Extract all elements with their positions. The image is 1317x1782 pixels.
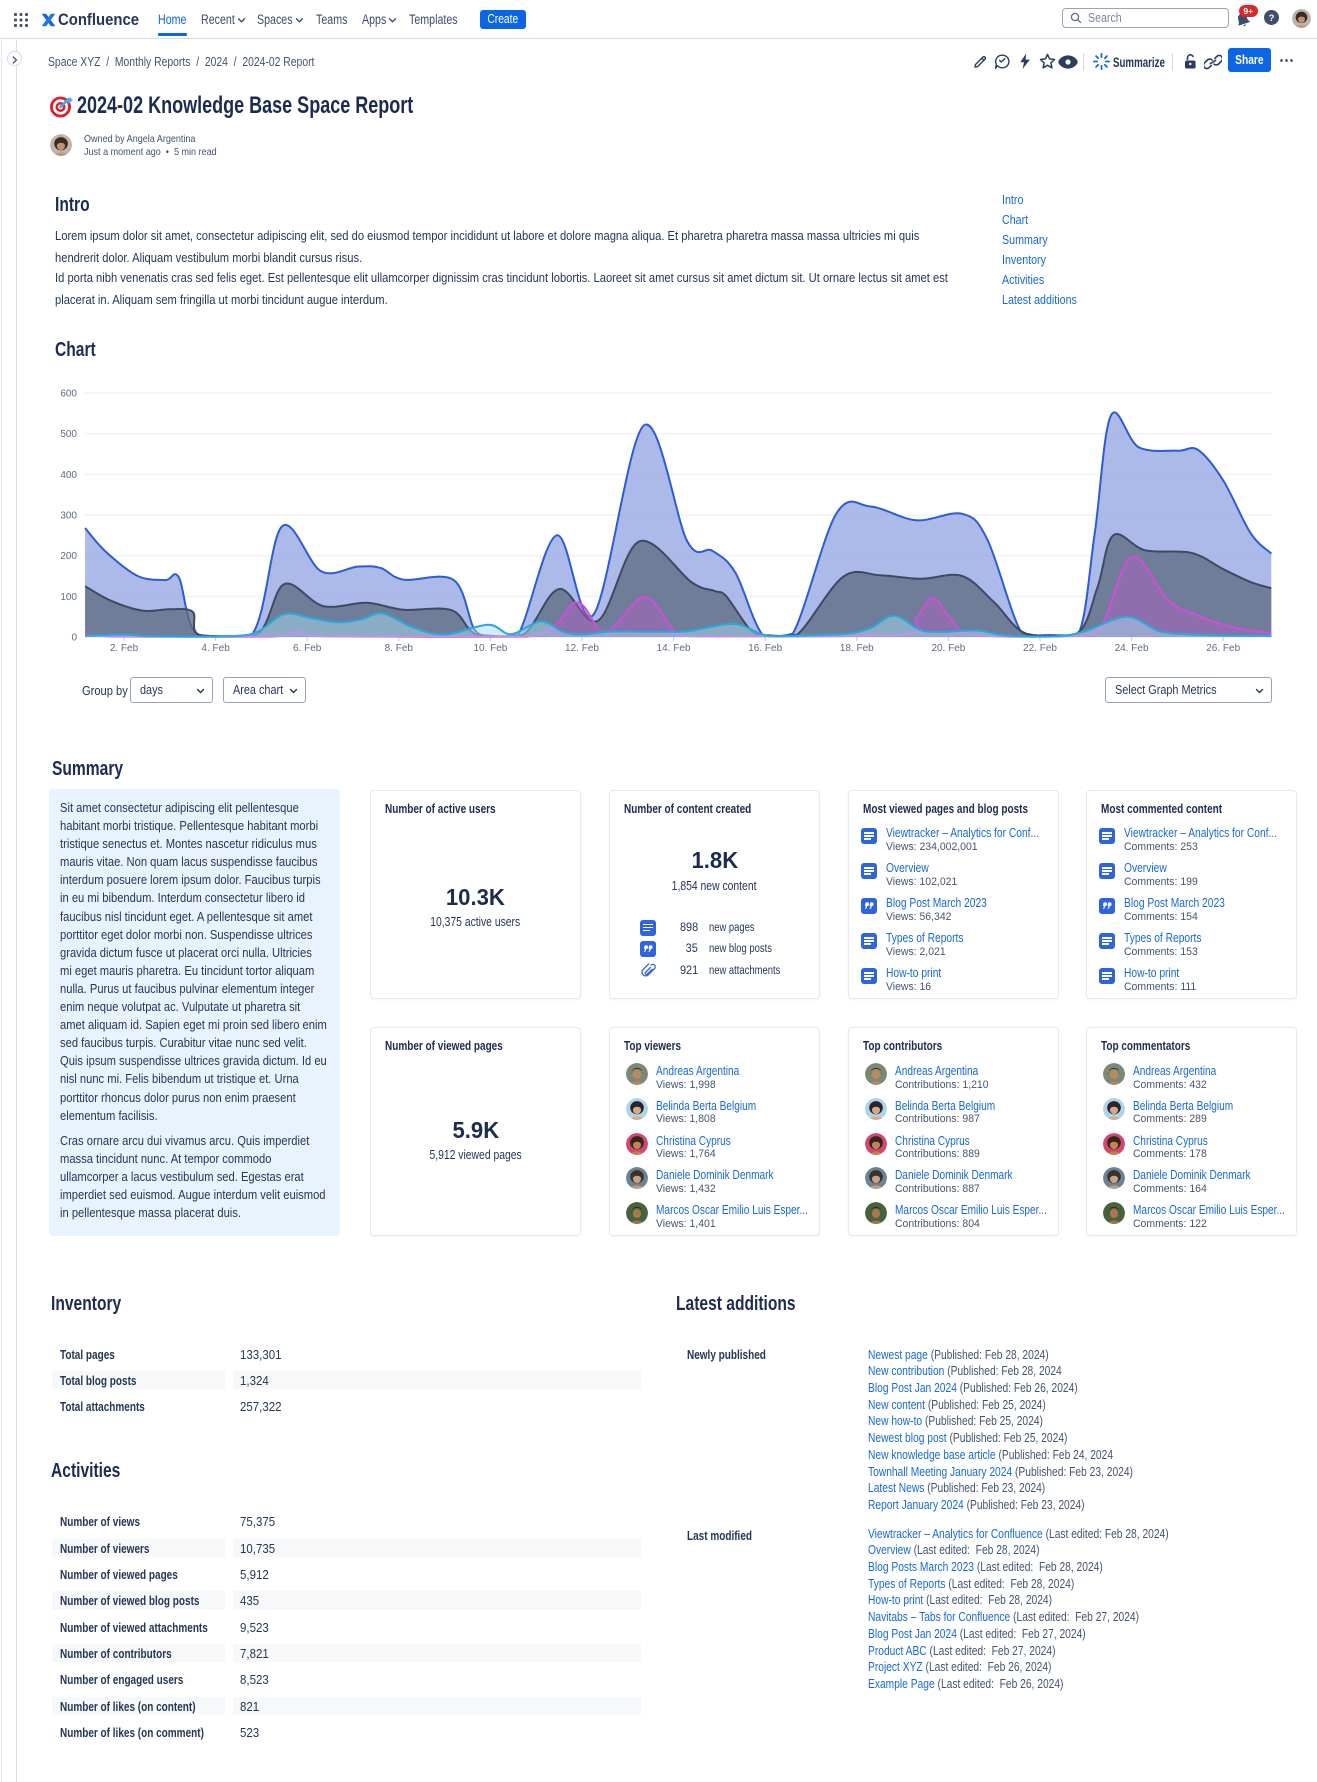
svg-text:4. Feb: 4. Feb [201, 643, 230, 654]
svg-text:400: 400 [60, 470, 77, 481]
svg-text:200: 200 [60, 551, 77, 562]
svg-text:0: 0 [71, 633, 77, 644]
svg-text:14. Feb: 14. Feb [657, 643, 691, 654]
svg-text:300: 300 [60, 511, 77, 522]
svg-text:10. Feb: 10. Feb [473, 643, 507, 654]
svg-text:100: 100 [60, 592, 77, 603]
svg-text:18. Feb: 18. Feb [840, 643, 874, 654]
svg-text:600: 600 [60, 389, 77, 400]
svg-text:26. Feb: 26. Feb [1206, 643, 1240, 654]
svg-text:?: ? [1269, 13, 1275, 24]
svg-text:500: 500 [60, 429, 77, 440]
svg-text:24. Feb: 24. Feb [1115, 643, 1149, 654]
svg-text:8. Feb: 8. Feb [385, 643, 414, 654]
svg-text:12. Feb: 12. Feb [565, 643, 599, 654]
svg-text:20. Feb: 20. Feb [931, 643, 965, 654]
svg-text:22. Feb: 22. Feb [1023, 643, 1057, 654]
svg-text:2. Feb: 2. Feb [110, 643, 139, 654]
svg-text:6. Feb: 6. Feb [293, 643, 322, 654]
svg-text:16. Feb: 16. Feb [748, 643, 782, 654]
